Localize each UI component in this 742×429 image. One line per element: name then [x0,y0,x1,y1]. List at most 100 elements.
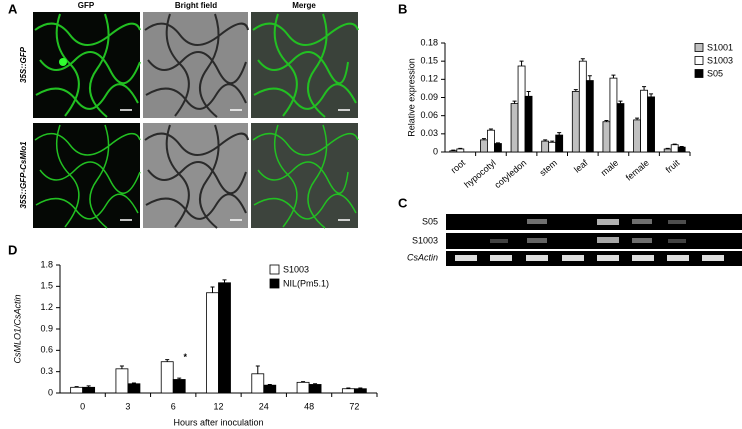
bar [517,65,526,153]
legend-swatch [694,69,704,78]
bar [115,368,129,394]
bar [548,141,557,153]
legend-label: S1003 [707,55,733,65]
y-tick-label: 0.3 [40,366,53,376]
y-tick-label: 0 [433,146,438,156]
error-bar [119,365,124,369]
bar [341,388,355,394]
panel-label: D [8,242,17,257]
y-tick-label: 0.15 [420,56,438,66]
bar [633,119,641,153]
bar [456,148,465,153]
bar [541,140,550,153]
error-bar [222,279,227,283]
legend-swatch [694,43,704,52]
legend-label: S1003 [283,264,309,274]
panel-label: C [398,195,408,210]
gel [446,214,742,266]
x-tick-label: 3 [125,401,130,411]
error-bar [210,286,215,293]
error-bar [177,377,182,380]
bar [263,384,277,394]
legend-swatch [269,278,280,289]
y-tick-label: 0.03 [420,128,438,138]
bar [609,77,618,153]
error-bar [611,74,616,79]
bar [160,361,174,394]
legend-label: NIL(Pm5.1) [283,278,329,288]
error-bar [519,60,524,67]
error-bar [346,387,351,389]
panel-label: B [398,1,407,16]
bar [524,95,533,153]
y-tick-label: 1.2 [40,302,53,312]
legend-label: S05 [707,68,723,78]
panel-label: A [8,1,18,16]
error-bar [557,132,562,136]
y-axis-label: Relative expression [406,58,416,137]
bar [555,134,564,153]
x-tick-label: cotyledon [492,158,528,190]
legend-label: S1001 [707,42,733,52]
column-header: Bright field [175,1,217,10]
x-tick-label: stem [538,158,559,178]
error-bar [573,89,578,92]
bar [251,373,265,394]
y-axis-label: CsMLO1/CsActin [12,294,22,363]
error-bar [543,139,548,142]
error-bar [618,100,623,104]
error-bar [86,385,91,388]
error-bar [587,75,592,81]
bar [677,146,686,153]
legend-swatch [694,56,704,65]
bar [647,96,655,153]
x-axis-label: Hours after inoculation [173,417,263,427]
error-bar [358,387,363,389]
bar [494,143,502,153]
error-bar [495,142,500,144]
y-tick-label: 1.8 [40,259,53,269]
y-tick-label: 0.09 [420,92,438,102]
error-bar [665,147,670,149]
y-tick-label: 0.12 [420,74,438,84]
bar [82,386,96,394]
error-bar [313,383,318,385]
x-tick-label: 0 [80,401,85,411]
error-bar [550,140,555,143]
error-bar [165,359,170,362]
y-tick-label: 0.06 [420,110,438,120]
bar [172,379,186,394]
x-tick-label: hypocotyl [462,158,498,190]
error-bar [458,147,463,149]
error-bar [679,146,684,148]
bar [70,386,84,394]
error-bar [481,138,486,140]
error-bar [642,86,647,91]
bar [616,103,625,153]
error-bar [301,381,306,383]
bar [487,129,495,153]
error-bar [451,149,456,151]
bar [353,388,367,394]
error-bar [526,90,531,97]
gel-row-label: S05 [422,216,438,226]
bar [585,80,594,153]
bar [640,89,648,153]
x-tick-label: 24 [259,401,269,411]
bar [127,383,141,394]
gel-row-label: S1003 [412,235,438,245]
row-label: 35S::GFP [19,46,28,83]
y-tick-label: 1.5 [40,281,53,291]
bar [602,121,611,153]
annotation: * [183,352,187,362]
x-tick-label: root [449,157,468,175]
error-bar [131,382,136,384]
bar [663,148,672,153]
row-label: 35S::GFP-CsMlo1 [19,141,28,209]
error-bar [649,93,654,97]
y-tick-label: 0.9 [40,323,53,333]
column-header: Merge [292,1,316,10]
bar [449,150,458,153]
error-bar [635,117,640,120]
x-tick-label: 48 [304,401,314,411]
